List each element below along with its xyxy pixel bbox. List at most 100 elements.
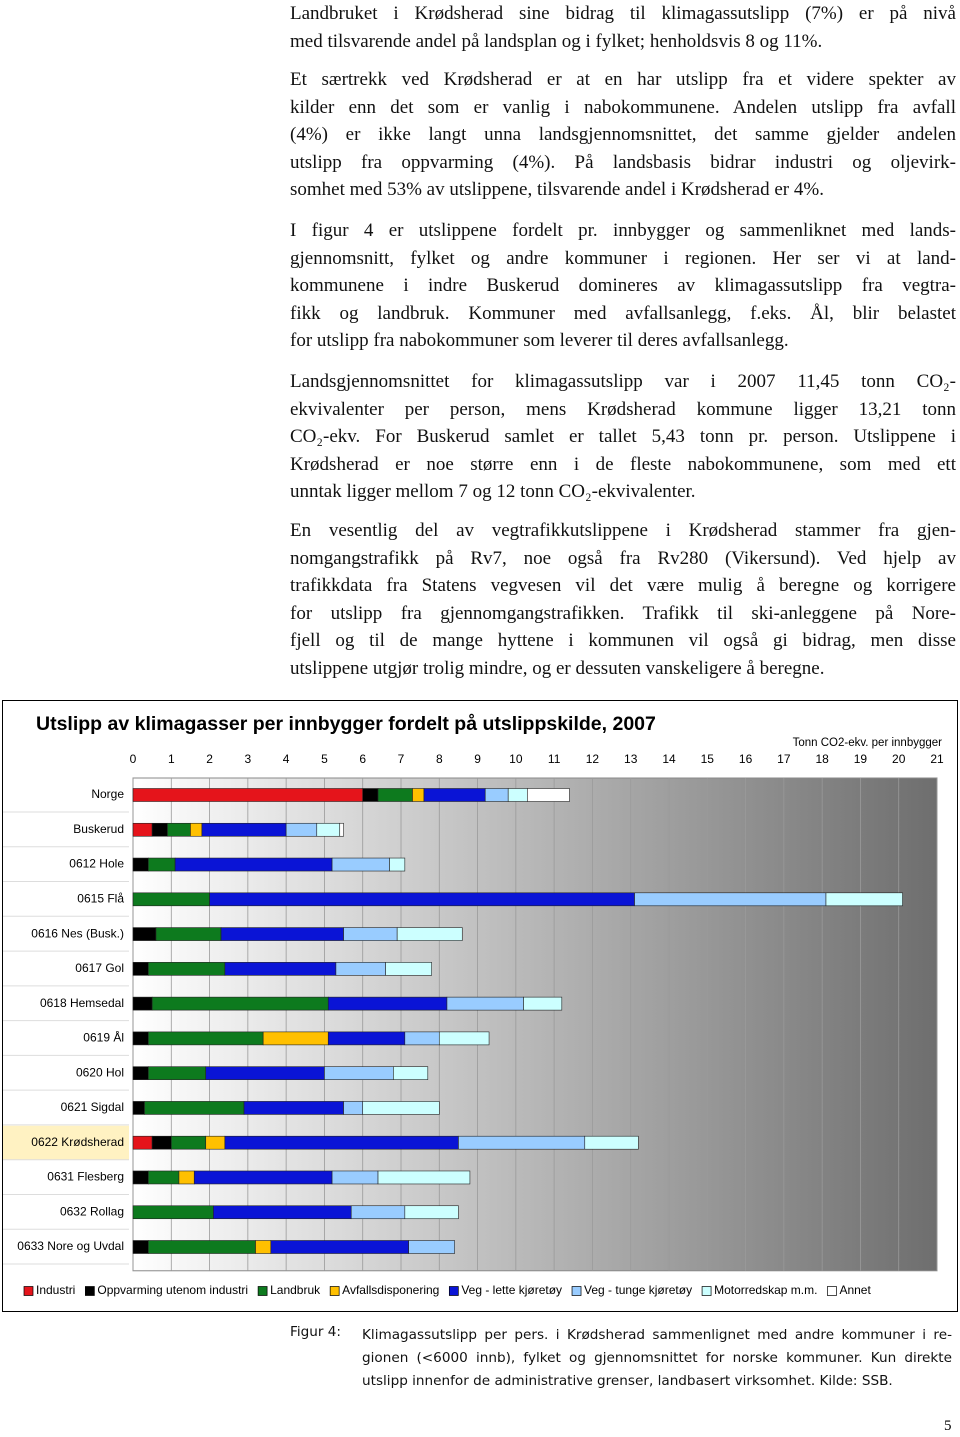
x-tick-label: 14: [662, 752, 676, 766]
text-line: gjennomsnitt, fylket og andre kommuner i…: [290, 247, 956, 269]
paragraph: Et særtrekk ved Krødsherad er at en har …: [290, 66, 956, 204]
bar-segment: [132, 1205, 214, 1220]
text-line: CO₂-ekv. For Buskerud samlet er tallet 5…: [290, 426, 956, 447]
axis-label: Tonn CO2-ekv. per innbygger: [793, 737, 943, 749]
caption-label: Figur 4:: [290, 1324, 341, 1340]
caption-line: gionen (<6000 innb), fylket og gjennomsn…: [362, 1350, 952, 1366]
bar-segment: [224, 1135, 459, 1150]
bar-segment: [224, 962, 337, 976]
bar-segment: [170, 1135, 207, 1150]
bar-segment: [316, 822, 341, 837]
y-tick-label: 0622 Krødsherad: [31, 1135, 124, 1149]
x-tick-label: 16: [739, 752, 753, 766]
plot-area: [132, 777, 938, 1272]
legend-swatch: [571, 1286, 582, 1296]
legend-label: Veg - lette kjøretøy: [461, 1283, 562, 1297]
bar-segment: [148, 1240, 256, 1254]
x-tick-label: 13: [624, 752, 638, 766]
x-tick-label: 1: [168, 752, 175, 766]
caption-line: Klimagassutslipp per pers. i Krødsherad …: [362, 1327, 952, 1343]
text-line: (4%) er ikke langt unna landsgjennomsnit…: [290, 124, 956, 145]
bar-segment: [324, 1066, 394, 1080]
paragraph: I figur 4 er utslippene fordelt pr. innb…: [290, 217, 956, 355]
bar-segment: [362, 788, 379, 802]
bar-segment: [151, 996, 329, 1011]
bar-segment: [404, 1205, 459, 1220]
text-line: for utslipp fra gjennomgangstrafikken. T…: [290, 602, 956, 624]
x-tick-label: 6: [359, 752, 366, 766]
y-tick-label: 0616 Nes (Busk.): [31, 926, 124, 940]
x-tick-label: 12: [586, 752, 600, 766]
bar-segment: [335, 962, 386, 976]
text-line: Landsgjennomsnittet for klimagassutslipp…: [290, 371, 956, 392]
y-tick-label: 0619 Ål: [83, 1030, 124, 1045]
x-tick-label: 2: [206, 752, 213, 766]
bar-segment: [446, 996, 524, 1011]
bar-segment: [327, 1031, 406, 1046]
x-tick-label: 9: [474, 752, 481, 766]
bar-segment: [350, 1205, 406, 1220]
text-line: Krødsherad er noe større enn i de fleste…: [290, 453, 956, 475]
x-tick-label: 7: [398, 752, 405, 766]
x-tick-label: 19: [854, 752, 868, 766]
text-line: ekvivalenter per person, mens Krødsherad…: [290, 398, 956, 420]
bar-segment: [393, 1066, 429, 1080]
text-line: utslipp fra oppvarming (4%). På landsbas…: [290, 151, 956, 173]
text-line: for utslipp fra nabokommuner som leverer…: [290, 330, 789, 351]
x-tick-label: 21: [930, 752, 944, 766]
bar-segment: [423, 788, 486, 802]
text-line: somhet med 53% av utslippene, tilsvarend…: [290, 179, 824, 200]
x-tick-label: 3: [245, 752, 252, 766]
legend-swatch: [827, 1286, 837, 1296]
x-tick-label: 8: [436, 752, 443, 766]
bar-segment: [584, 1135, 639, 1150]
legend-label: Avfallsdisponering: [342, 1283, 439, 1297]
bar-segment: [255, 1240, 272, 1254]
bar-segment: [331, 1170, 379, 1185]
bar-segment: [825, 892, 903, 907]
y-tick-label: 0633 Nore og Uvdal: [17, 1239, 124, 1253]
bar-segment: [507, 788, 528, 802]
bar-segment: [438, 1031, 490, 1046]
bar-segment: [205, 1066, 325, 1080]
text-line: I figur 4 er utslippene fordelt pr. innb…: [290, 220, 956, 241]
y-tick-label: Buskerud: [73, 822, 124, 836]
y-tick-label: 0612 Hole: [69, 857, 124, 871]
bar-segment: [285, 822, 318, 837]
legend-swatch: [23, 1286, 34, 1296]
bar-segment: [132, 1170, 149, 1185]
bar-segment: [343, 927, 398, 941]
y-tick-label: 0617 Gol: [75, 961, 124, 975]
highlight: [3, 1125, 129, 1160]
bar-segment: [148, 1031, 264, 1046]
legend-label: Annet: [839, 1283, 871, 1297]
x-tick-label: 5: [321, 752, 328, 766]
y-tick-label: 0620 Hol: [76, 1065, 124, 1079]
bar-segment: [132, 996, 153, 1011]
bar-segment: [151, 822, 168, 837]
legend-swatch: [329, 1286, 340, 1296]
bar-segment: [385, 962, 432, 976]
x-tick-label: 10: [509, 752, 523, 766]
legend-label: Landbruk: [270, 1283, 321, 1297]
bar-segment: [132, 1135, 153, 1150]
legend-swatch: [257, 1286, 268, 1296]
bar-segment: [148, 1170, 180, 1185]
bar-segment: [213, 1205, 352, 1220]
bar-segment: [523, 996, 563, 1011]
legend-label: Motorredskap m.m.: [714, 1283, 817, 1297]
caption-text: Klimagassutslipp per pers. i Krødsherad …: [362, 1324, 952, 1393]
legend-label: Oppvarming utenom industri: [97, 1283, 248, 1297]
chart: Utslipp av klimagasser per innbygger for…: [2, 700, 958, 1312]
bar-segment: [270, 1240, 409, 1254]
bar-segment: [132, 1240, 149, 1254]
bar-segment: [151, 1135, 172, 1150]
text-line: fjell og til de mange hyttene i kommunen…: [290, 630, 956, 651]
bar-segment: [404, 1031, 440, 1046]
text-line: kilder enn det som er vanlig i nabokommu…: [290, 96, 956, 118]
y-tick-label: 0621 Sigdal: [61, 1100, 124, 1114]
legend-swatch: [85, 1286, 95, 1296]
y-tick-label: Norge: [91, 787, 124, 801]
bar-segment: [132, 788, 364, 802]
